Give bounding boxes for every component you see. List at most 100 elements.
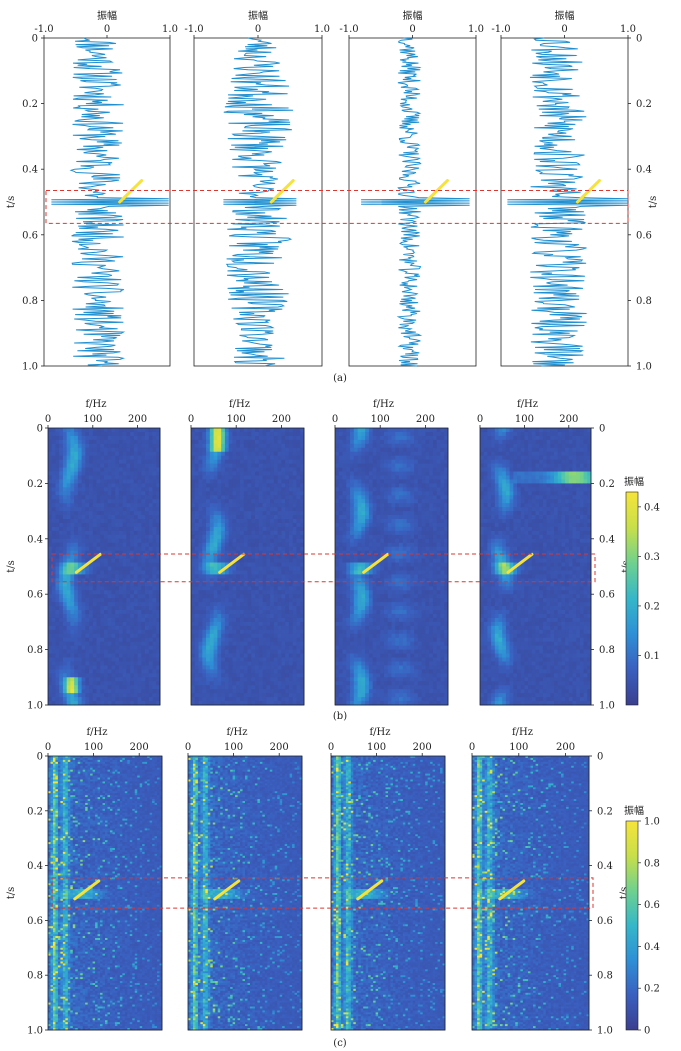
colorbar-tick-label: 0.4 [644, 942, 660, 953]
x-tick-label: 100 [224, 742, 243, 753]
y-tick-label: 0.2 [27, 479, 43, 490]
x-tick-label: -1.0 [184, 24, 203, 35]
heatmap-cells [48, 756, 162, 1030]
panel-label-c: (c) [333, 1038, 347, 1049]
y-tick-label: 0.2 [636, 99, 652, 110]
heatmap-cells [480, 428, 591, 705]
x-tick-label: 0 [45, 414, 51, 425]
y-tick-label: 0.2 [22, 99, 38, 110]
x-axis-label: f/Hz [226, 727, 247, 738]
x-tick-label: 0 [185, 742, 191, 753]
colorbar-tick-label: 0 [644, 1026, 650, 1037]
panel-label-b: (b) [333, 711, 347, 722]
y-tick-label: 0.6 [599, 590, 615, 601]
y-tick-label: 0.8 [597, 971, 613, 982]
x-tick-label: 1.0 [314, 24, 330, 35]
x-tick-label: 1.0 [162, 24, 178, 35]
x-tick-label: 0 [255, 24, 261, 35]
colorbar-tick-label: 1.0 [644, 817, 660, 828]
x-axis-label: 振幅 [97, 9, 117, 22]
y-tick-label: 1.0 [22, 362, 38, 373]
x-axis-label: f/Hz [229, 399, 250, 410]
y-tick-label: 0.6 [597, 916, 613, 927]
y-axis-label: t/s [6, 560, 17, 573]
colorbar-gradient [626, 492, 638, 705]
figure: -1.0 0 1.0振幅00.20.40.60.81.0t/s-1.0 0 1.0振幅-… [0, 0, 681, 1051]
x-tick-label: 0 [104, 24, 110, 35]
x-tick-label: -1.0 [491, 24, 510, 35]
y-tick-label: 0 [636, 34, 642, 45]
x-tick-label: 200 [128, 414, 147, 425]
x-axis-label: f/Hz [85, 399, 106, 410]
x-tick-label: 200 [413, 742, 432, 753]
trace-panel-3: -1.0 0 1.0振幅 [339, 9, 484, 366]
x-tick-label: 200 [270, 742, 289, 753]
colorbar-tick-label: 0.1 [644, 651, 660, 662]
colorbar-tick-label: 0.2 [644, 601, 660, 612]
y-tick-label: 0.2 [597, 806, 613, 817]
y-tick-label: 0.4 [27, 534, 43, 545]
y-tick-label: 0 [599, 424, 605, 435]
y-tick-label: 0.8 [27, 645, 43, 656]
y-tick-label: 0.8 [599, 645, 615, 656]
y-tick-label: 0.8 [22, 296, 38, 307]
y-tick-label: 1.0 [636, 362, 652, 373]
x-tick-label: 0 [332, 414, 338, 425]
x-axis-label: f/Hz [86, 727, 107, 738]
x-tick-label: 0 [45, 742, 51, 753]
x-tick-label: 100 [515, 414, 534, 425]
x-tick-label: 200 [559, 414, 578, 425]
spectrum-panel-c-2: 0 100 200 f/Hz [185, 727, 303, 1030]
y-axis-label: t/s [6, 887, 17, 900]
x-tick-label: 100 [509, 742, 528, 753]
colorbar-title: 振幅 [624, 804, 644, 817]
x-tick-label: 0 [328, 742, 334, 753]
x-tick-label: -1.0 [339, 24, 358, 35]
x-axis-label: 振幅 [555, 9, 575, 22]
colorbar-title: 振幅 [624, 475, 644, 488]
x-axis-label: f/Hz [512, 727, 533, 738]
x-axis-label: 振幅 [403, 9, 423, 22]
heatmap-cells [331, 756, 445, 1030]
y-tick-label: 0.4 [22, 165, 38, 176]
x-tick-label: 200 [556, 742, 575, 753]
y-tick-label: 0.4 [636, 165, 652, 176]
x-tick-label: 100 [84, 742, 103, 753]
x-tick-label: 0 [469, 742, 475, 753]
x-tick-label: 100 [367, 742, 386, 753]
y-tick-label: 1.0 [27, 701, 43, 712]
y-tick-label: 0.6 [27, 916, 43, 927]
y-tick-label: 0.6 [22, 230, 38, 241]
x-tick-label: 200 [416, 414, 435, 425]
y-axis-label: t/s [6, 196, 17, 209]
colorbar-tick-label: 0.4 [644, 502, 660, 513]
y-tick-label: 0 [37, 424, 43, 435]
spectrum-panel-c-3: 0 100 200 f/Hz [328, 727, 446, 1030]
y-tick-label: 1.0 [597, 1026, 613, 1037]
x-tick-label: 200 [130, 742, 149, 753]
x-tick-label: 100 [371, 414, 390, 425]
y-tick-label: 0.2 [27, 806, 43, 817]
x-tick-label: 0 [188, 414, 194, 425]
heatmap-cells [48, 428, 160, 705]
colorbar-tick-label: 0.2 [644, 984, 660, 995]
y-tick-label: 0.8 [27, 971, 43, 982]
x-tick-label: 200 [272, 414, 291, 425]
heatmap-cells [335, 428, 448, 705]
x-tick-label: 0 [477, 414, 483, 425]
y-tick-label: 0 [32, 34, 38, 45]
colorbar-b: 振幅0.10.20.30.4 [624, 475, 660, 705]
colorbar-tick-label: 0.8 [644, 858, 660, 869]
y-tick-label: 1.0 [27, 1026, 43, 1037]
x-axis-label: f/Hz [369, 727, 390, 738]
y-tick-label: 0 [37, 752, 43, 763]
x-tick-label: 1.0 [620, 24, 636, 35]
heatmap-cells [472, 756, 589, 1030]
trace-panel-2: -1.0 0 1.0振幅 [184, 9, 330, 366]
